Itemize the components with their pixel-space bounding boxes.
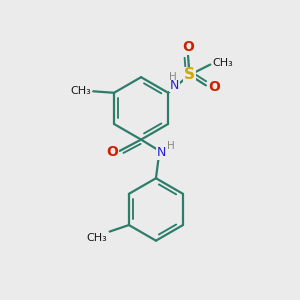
Text: O: O xyxy=(182,40,194,54)
Text: H: H xyxy=(167,140,175,151)
Text: N: N xyxy=(156,146,166,159)
Text: O: O xyxy=(106,146,118,159)
Text: CH₃: CH₃ xyxy=(213,58,233,68)
Text: N: N xyxy=(170,79,179,92)
Text: S: S xyxy=(184,68,195,82)
Text: CH₃: CH₃ xyxy=(86,233,107,243)
Text: CH₃: CH₃ xyxy=(70,86,91,96)
Text: H: H xyxy=(169,72,177,82)
Text: O: O xyxy=(208,80,220,94)
